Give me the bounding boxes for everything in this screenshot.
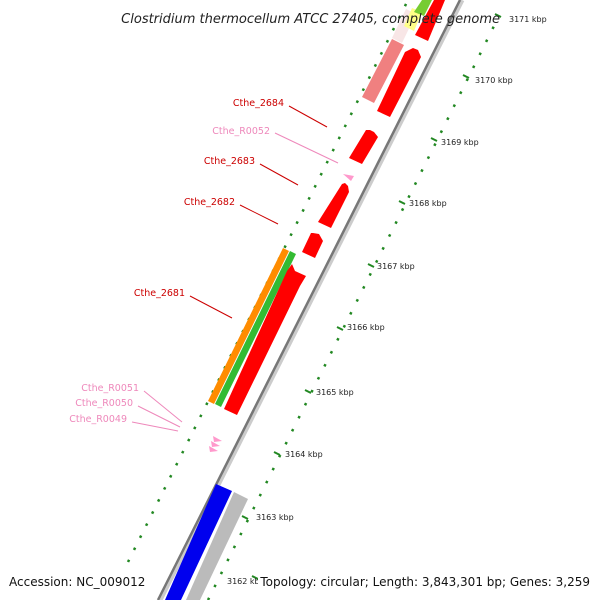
tick-mark: [430, 137, 438, 142]
green-feature: [215, 251, 296, 407]
label-leader: [288, 105, 328, 128]
tick-mark: [241, 515, 249, 520]
cds-feature-top-2: [415, 0, 445, 41]
gene-label-cthe-2681[interactable]: Cthe_2681: [134, 288, 185, 299]
cds-feature-2684: [349, 130, 378, 164]
rna-feature-r0049: [209, 446, 218, 452]
label-leader: [131, 421, 179, 432]
cds-feature-2681: [224, 264, 306, 415]
green-feature-top: [414, 0, 432, 16]
label-leader: [274, 132, 339, 164]
footer-info-bg: [258, 573, 594, 590]
outer-dot-ring-right: [206, 23, 497, 601]
tick-mark: [304, 389, 312, 394]
label-leader: [137, 405, 181, 428]
tick-label: 3162 kbp: [227, 577, 265, 586]
footer-accession-bg: [6, 573, 146, 590]
gene-label-cthe-2684[interactable]: Cthe_2684: [233, 98, 284, 109]
genome-info-text: Topology: circular; Length: 3,843,301 bp…: [259, 575, 590, 589]
gene-label-cthe-r0050[interactable]: Cthe_R0050: [75, 398, 133, 409]
tick-mark: [462, 74, 470, 79]
gray-feature: [186, 492, 248, 600]
tick-label: 3166 kbp: [347, 323, 385, 332]
tick-mark: [336, 326, 344, 331]
label-leader: [189, 295, 233, 319]
label-leader: [259, 163, 299, 186]
yellow-feature-top: [404, 8, 422, 31]
tick-label: 3168 kbp: [409, 199, 447, 208]
rna-feature-r0052: [343, 174, 354, 181]
blue-feature: [165, 484, 232, 600]
rna-feature-r0050: [211, 441, 220, 447]
accession-text: Accession: NC_009012: [9, 575, 145, 589]
gene-label-cthe-2682[interactable]: Cthe_2682: [184, 197, 235, 208]
cds-feature-top-1: [377, 48, 421, 117]
scale-ticks: 3162 kbp 3163 kbp 3164 kbp 3165 kbp 3166…: [227, 13, 547, 586]
gene-label-cthe-r0051[interactable]: Cthe_R0051: [81, 383, 139, 394]
tick-label: 3163 kbp: [256, 513, 294, 522]
gene-labels: Cthe_2684 Cthe_R0052 Cthe_2683 Cthe_2682…: [69, 98, 339, 432]
tick-mark: [494, 13, 502, 18]
rna-feature-r0051: [213, 436, 222, 442]
tick-label: 3165 kbp: [316, 388, 354, 397]
genome-backbone: [156, 0, 462, 601]
tick-label: 3169 kbp: [441, 138, 479, 147]
tick-mark: [273, 451, 281, 456]
gene-label-cthe-2683[interactable]: Cthe_2683: [204, 156, 255, 167]
gene-label-cthe-r0049[interactable]: Cthe_R0049: [69, 414, 127, 425]
tick-mark: [251, 575, 259, 580]
tick-label: 3164 kbp: [285, 450, 323, 459]
cds-feature-2682: [302, 233, 323, 258]
tick-mark: [398, 200, 406, 205]
light-cds-feature: [362, 39, 404, 103]
tick-label: 3171 kbp: [509, 15, 547, 24]
tick-mark: [367, 263, 375, 268]
label-leader: [239, 204, 279, 225]
gene-label-cthe-r0052[interactable]: Cthe_R0052: [212, 126, 270, 137]
tick-label: 3170 kbp: [475, 76, 513, 85]
cds-feature-2683: [318, 183, 349, 228]
orange-feature: [208, 248, 289, 404]
label-leader: [143, 390, 183, 423]
map-title: Clostridium thermocellum ATCC 27405, com…: [121, 12, 500, 27]
tick-label: 3167 kbp: [377, 262, 415, 271]
